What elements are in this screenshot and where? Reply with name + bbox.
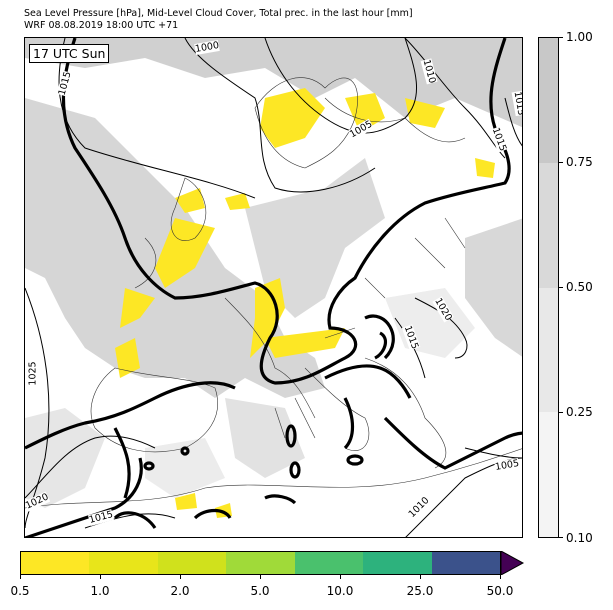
cloud-cover-colorbar — [538, 37, 559, 538]
cloud-colorbar-tick — [559, 287, 563, 288]
precip-colorbar-tick — [20, 575, 21, 579]
chart-subtitle: WRF 08.08.2019 18:00 UTC +71 — [24, 20, 179, 31]
cloud-colorbar-segment — [539, 38, 558, 163]
precip-colorbar-tick — [100, 575, 101, 579]
precipitation-layer — [115, 88, 495, 518]
precip-colorbar-segment — [89, 552, 158, 574]
precip-colorbar-label: 5.0 — [250, 584, 270, 598]
isobar-1015-thick — [25, 38, 522, 537]
cloud-colorbar-tick — [559, 162, 563, 163]
cloud-colorbar-segment — [539, 287, 558, 413]
cloud-colorbar-tick — [559, 537, 563, 538]
map-canvas — [25, 38, 522, 537]
precip-colorbar-label: 25.0 — [406, 584, 434, 598]
cloud-colorbar-label: 0.10 — [566, 531, 593, 545]
cloud-colorbar-segment — [539, 412, 558, 537]
precip-colorbar-segment — [294, 552, 364, 574]
cloud-colorbar-label: 0.75 — [566, 155, 593, 169]
precip-colorbar-label: 2.0 — [170, 584, 190, 598]
cloud-colorbar-tick — [559, 37, 563, 38]
weather-map: 1000 1015 1010 1005 1015 1025 1020 1015 … — [24, 37, 523, 538]
precip-colorbar-tick — [340, 575, 341, 579]
precip-colorbar-label: 1.0 — [90, 584, 110, 598]
precip-colorbar-tick — [420, 575, 421, 579]
cloud-colorbar-label: 0.25 — [566, 405, 593, 419]
time-label: 17 UTC Sun — [29, 44, 110, 63]
precip-colorbar — [20, 551, 501, 575]
precip-colorbar-tick — [500, 575, 501, 579]
precip-colorbar-extend-arrow — [501, 551, 525, 575]
precip-colorbar-label: 10.0 — [326, 584, 354, 598]
cloud-colorbar-tick — [559, 412, 563, 413]
isobar-label: 1025 — [27, 361, 39, 386]
precip-colorbar-segment — [157, 552, 227, 574]
precip-colorbar-label: 50.0 — [486, 584, 514, 598]
cloud-colorbar-label: 1.00 — [566, 30, 593, 44]
cloud-colorbar-label: 0.50 — [566, 280, 593, 294]
coastlines — [25, 77, 522, 509]
precip-colorbar-tick — [180, 575, 181, 579]
precip-colorbar-segment — [431, 552, 500, 574]
precip-colorbar-tick — [260, 575, 261, 579]
chart-title: Sea Level Pressure [hPa], Mid-Level Clou… — [24, 8, 413, 19]
precip-colorbar-segment — [226, 552, 295, 574]
cloud-colorbar-segment — [539, 162, 558, 288]
precip-colorbar-segment — [21, 552, 90, 574]
precip-colorbar-segment — [363, 552, 432, 574]
precip-colorbar-label: 0.5 — [10, 584, 30, 598]
